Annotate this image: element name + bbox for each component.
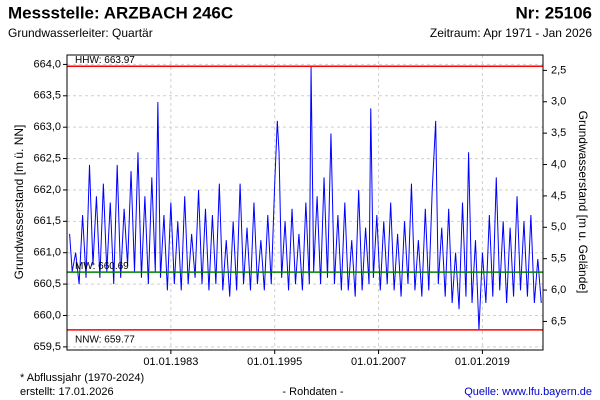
y-tick-label: 660,0 xyxy=(33,309,61,321)
reference-label: HHW: 663.97 xyxy=(75,55,135,66)
y-tick-label: 663,0 xyxy=(33,121,61,133)
y-tick-label: 662,0 xyxy=(33,184,61,196)
station-number: Nr: 25106 xyxy=(515,3,592,22)
data-line xyxy=(69,66,542,330)
y2-tick-label: 5,5 xyxy=(551,253,566,265)
y2-tick-label: 2,5 xyxy=(551,64,566,76)
source: Quelle: www.lfu.bayern.de xyxy=(464,386,592,398)
y-axis-label: Grundwasserstand [m ü. NN] xyxy=(12,125,26,280)
x-tick-label: 01.01.2007 xyxy=(351,356,406,368)
y-tick-label: 660,5 xyxy=(33,278,61,290)
x-tick-label: 01.01.1983 xyxy=(143,356,198,368)
y-tick-label: 662,5 xyxy=(33,152,61,164)
y2-tick-label: 4,0 xyxy=(551,158,566,170)
chart-title: Messstelle: ARZBACH 246C xyxy=(8,3,233,22)
x-tick-label: 01.01.2019 xyxy=(455,356,510,368)
y2-tick-label: 4,5 xyxy=(551,190,566,202)
y2-tick-label: 3,0 xyxy=(551,96,566,108)
x-tick-label: 01.01.1995 xyxy=(247,356,302,368)
y-tick-label: 663,5 xyxy=(33,90,61,102)
reference-label: NNW: 659.77 xyxy=(75,335,135,346)
y2-tick-label: 6,0 xyxy=(551,284,566,296)
y2-tick-label: 6,5 xyxy=(551,315,566,327)
created-date: erstellt: 17.01.2026 xyxy=(20,386,114,398)
subtitle: Grundwasserleiter: Quartär xyxy=(8,26,153,40)
y2-axis-label: Grundwasserstand [m u. Gelände] xyxy=(576,111,590,294)
y-tick-label: 664,0 xyxy=(33,58,61,70)
y-tick-label: 659,5 xyxy=(33,341,61,353)
y2-tick-label: 3,5 xyxy=(551,127,566,139)
y2-tick-label: 5,0 xyxy=(551,221,566,233)
reference-label: MW: 660.69 xyxy=(75,261,129,272)
period: Zeitraum: Apr 1971 - Jan 2026 xyxy=(430,26,592,40)
footnote: * Abflussjahr (1970-2024) xyxy=(20,372,144,384)
y-tick-label: 661,5 xyxy=(33,215,61,227)
plot-frame xyxy=(66,54,544,351)
y-tick-label: 661,0 xyxy=(33,247,61,259)
data-note: - Rohdaten - xyxy=(282,386,343,398)
